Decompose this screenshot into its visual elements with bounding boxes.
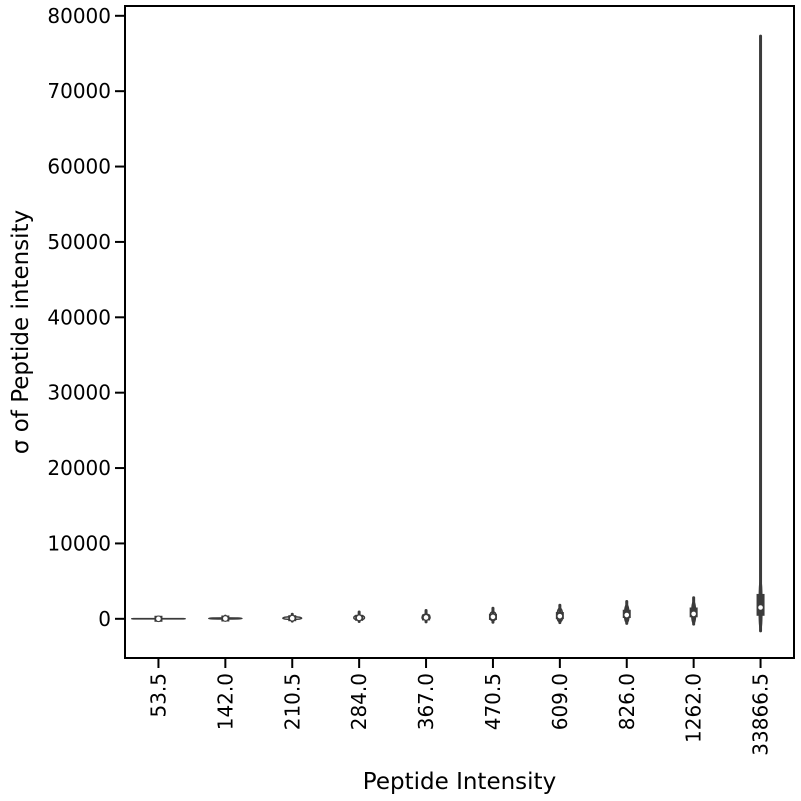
x-tick-label: 33866.5: [749, 673, 773, 756]
x-axis-label: Peptide Intensity: [363, 769, 556, 795]
y-tick-label: 40000: [47, 305, 111, 329]
violin-median: [222, 615, 229, 622]
x-tick-label: 367.0: [414, 673, 438, 730]
x-tick-label: 826.0: [615, 673, 639, 730]
violin-median: [623, 611, 631, 619]
y-tick-label: 50000: [47, 230, 111, 254]
violin-142.0: [208, 614, 243, 622]
violin-median: [422, 614, 430, 621]
violin-median: [690, 610, 697, 618]
violin-826.0: [622, 599, 631, 625]
violin-284.0: [353, 610, 366, 623]
violin-470.5: [488, 606, 497, 624]
y-ticks-group: 0 10000 20000 30000 40000 50000 60000 70000 8000…: [47, 4, 125, 631]
y-tick-label: 80000: [47, 4, 111, 28]
y-tick-label: 60000: [47, 155, 111, 179]
violin-53.5: [130, 615, 186, 623]
violin-367.0: [421, 609, 431, 624]
x-tick-label: 1262.0: [682, 673, 706, 743]
plot-background: [125, 6, 794, 658]
violin-609.0: [555, 603, 564, 625]
x-tick-label: 142.0: [213, 673, 237, 730]
y-tick-label: 30000: [47, 381, 111, 405]
violin-median: [556, 612, 564, 620]
x-tick-label: 53.5: [146, 673, 170, 718]
y-tick-label: 0: [98, 607, 111, 631]
violin-median: [757, 604, 764, 611]
violins-group: [130, 34, 765, 633]
violin-median: [155, 615, 162, 623]
violin-1262.0: [689, 596, 698, 626]
y-tick-label: 70000: [47, 79, 111, 103]
y-tick-label: 20000: [47, 456, 111, 480]
violin-33866.5: [756, 34, 765, 633]
x-ticks-group: 53.5 142.0 210.5 284.0 367.0 470.5 609.0 826.0 1…: [146, 658, 773, 756]
violin-median: [489, 613, 497, 621]
x-tick-label: 470.5: [481, 673, 505, 730]
violin-median: [355, 614, 363, 622]
x-tick-label: 609.0: [548, 673, 572, 730]
x-tick-label: 284.0: [347, 673, 371, 730]
plot-frame: [124, 5, 795, 659]
y-axis-label: σ of Peptide intensity: [8, 210, 34, 454]
violin-median: [288, 614, 296, 622]
violin-210.5: [282, 612, 303, 623]
y-tick-label: 10000: [47, 531, 111, 555]
x-tick-label: 210.5: [280, 673, 304, 730]
